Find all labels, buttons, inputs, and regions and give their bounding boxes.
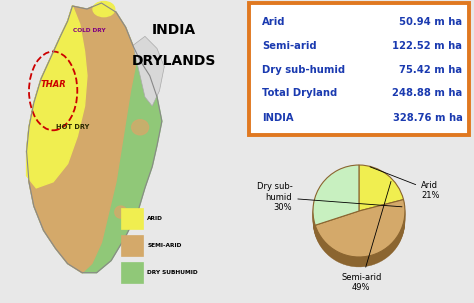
- Wedge shape: [313, 168, 359, 228]
- Wedge shape: [315, 200, 405, 258]
- Polygon shape: [27, 3, 135, 273]
- FancyBboxPatch shape: [248, 3, 469, 135]
- Wedge shape: [315, 202, 405, 259]
- Text: Semi-arid: Semi-arid: [262, 41, 317, 51]
- Wedge shape: [359, 171, 403, 218]
- Wedge shape: [313, 171, 359, 231]
- Wedge shape: [313, 168, 359, 228]
- Wedge shape: [313, 169, 359, 229]
- Wedge shape: [313, 174, 359, 234]
- Text: THAR: THAR: [40, 80, 66, 89]
- Text: DRYLANDS: DRYLANDS: [132, 54, 216, 68]
- Ellipse shape: [115, 206, 127, 218]
- Wedge shape: [315, 201, 405, 259]
- Polygon shape: [27, 6, 87, 188]
- Wedge shape: [359, 168, 403, 214]
- Wedge shape: [315, 206, 405, 264]
- Text: 248.88 m ha: 248.88 m ha: [392, 88, 463, 98]
- Text: Dry sub-humid: Dry sub-humid: [262, 65, 346, 75]
- Wedge shape: [315, 209, 405, 267]
- Bar: [121, 235, 143, 256]
- Wedge shape: [359, 169, 403, 215]
- Text: HOT DRY: HOT DRY: [56, 124, 89, 130]
- Wedge shape: [313, 172, 359, 233]
- Text: DRY SUBHUMID: DRY SUBHUMID: [147, 270, 198, 275]
- Wedge shape: [313, 170, 359, 230]
- Wedge shape: [359, 174, 403, 220]
- Wedge shape: [359, 171, 403, 217]
- Text: 122.52 m ha: 122.52 m ha: [392, 41, 463, 51]
- Wedge shape: [359, 168, 403, 214]
- Text: ARID: ARID: [147, 216, 163, 221]
- Bar: [121, 262, 143, 283]
- Text: Dry sub-
humid
30%: Dry sub- humid 30%: [256, 182, 402, 212]
- Ellipse shape: [132, 120, 148, 135]
- Wedge shape: [313, 165, 359, 225]
- Wedge shape: [315, 209, 405, 266]
- Bar: [121, 208, 143, 229]
- Text: INDIA: INDIA: [262, 113, 294, 123]
- Wedge shape: [313, 173, 359, 234]
- Text: Semi-arid
49%: Semi-arid 49%: [341, 181, 391, 292]
- Text: COLD DRY: COLD DRY: [73, 28, 106, 33]
- Wedge shape: [315, 208, 405, 265]
- Text: Arid: Arid: [262, 17, 286, 27]
- Text: Arid
21%: Arid 21%: [370, 167, 439, 200]
- Wedge shape: [313, 171, 359, 232]
- Wedge shape: [315, 203, 405, 260]
- Text: SEMI-ARID: SEMI-ARID: [147, 243, 182, 248]
- Text: 328.76 m ha: 328.76 m ha: [392, 113, 463, 123]
- Wedge shape: [359, 175, 403, 221]
- Wedge shape: [315, 205, 405, 262]
- Text: 75.42 m ha: 75.42 m ha: [400, 65, 463, 75]
- Polygon shape: [27, 3, 162, 273]
- Wedge shape: [315, 207, 405, 265]
- Wedge shape: [359, 173, 403, 219]
- Ellipse shape: [93, 2, 115, 17]
- Wedge shape: [315, 200, 405, 257]
- Wedge shape: [313, 167, 359, 227]
- Text: INDIA: INDIA: [152, 23, 196, 37]
- Wedge shape: [315, 204, 405, 261]
- Wedge shape: [359, 167, 403, 213]
- Polygon shape: [133, 36, 164, 106]
- Wedge shape: [359, 166, 403, 212]
- Wedge shape: [359, 165, 403, 211]
- Text: 50.94 m ha: 50.94 m ha: [400, 17, 463, 27]
- Wedge shape: [313, 175, 359, 235]
- Wedge shape: [315, 205, 405, 263]
- Text: Total Dryland: Total Dryland: [262, 88, 337, 98]
- Wedge shape: [359, 170, 403, 216]
- Wedge shape: [359, 172, 403, 218]
- Wedge shape: [313, 166, 359, 226]
